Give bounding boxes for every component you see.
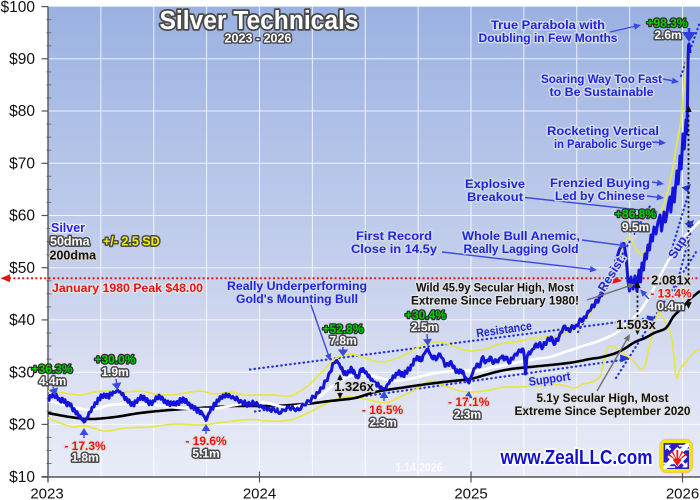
svg-text:2.5m: 2.5m	[411, 320, 438, 334]
svg-text:Frenzied Buying: Frenzied Buying	[550, 176, 650, 190]
svg-text:+98.3%: +98.3%	[646, 16, 687, 30]
svg-text:2024: 2024	[243, 486, 276, 500]
svg-text:2.3m: 2.3m	[454, 407, 481, 421]
svg-text:Really Lagging Gold: Really Lagging Gold	[464, 242, 579, 256]
svg-text:True Parabola with: True Parabola with	[491, 18, 605, 32]
svg-text:Doubling in Few Months: Doubling in Few Months	[479, 31, 618, 45]
svg-text:1.326x: 1.326x	[334, 379, 375, 394]
svg-text:$70: $70	[9, 155, 35, 172]
svg-text:- 17.1%: - 17.1%	[448, 395, 490, 409]
svg-text:- 16.5%: - 16.5%	[362, 403, 404, 417]
svg-text:$100: $100	[1, 0, 36, 16]
svg-text:Close in 14.5y: Close in 14.5y	[351, 242, 437, 256]
svg-text:50dma: 50dma	[50, 235, 91, 249]
svg-text:Really Underperforming: Really Underperforming	[227, 279, 367, 293]
svg-text:$90: $90	[9, 51, 35, 68]
svg-text:First Record: First Record	[356, 229, 432, 243]
svg-text:$20: $20	[9, 417, 35, 434]
svg-text:Silver: Silver	[51, 221, 85, 235]
svg-text:Wild 45.9y Secular High, Most: Wild 45.9y Secular High, Most	[416, 281, 574, 295]
svg-text:Rocketing Vertical: Rocketing Vertical	[547, 124, 659, 138]
svg-text:200dma: 200dma	[50, 249, 98, 263]
svg-text:Whole Bull Anemic,: Whole Bull Anemic,	[462, 229, 580, 243]
svg-text:in Parabolic Surge: in Parabolic Surge	[554, 137, 652, 151]
svg-text:+/- 2.5 SD: +/- 2.5 SD	[103, 235, 160, 249]
svg-text:+30.0%: +30.0%	[94, 353, 135, 367]
svg-text:- 19.6%: - 19.6%	[185, 434, 227, 448]
svg-text:$30: $30	[9, 364, 35, 381]
svg-text:9.5m: 9.5m	[622, 220, 649, 234]
svg-text:Breakout: Breakout	[467, 190, 523, 204]
svg-text:$80: $80	[9, 103, 35, 120]
svg-text:Extreme Since February 1980!: Extreme Since February 1980!	[411, 294, 579, 308]
svg-text:2.6m: 2.6m	[654, 28, 681, 42]
svg-text:4.4m: 4.4m	[39, 374, 66, 388]
svg-text:2.081x: 2.081x	[651, 273, 692, 288]
svg-text:5.1y Secular High, Most: 5.1y Secular High, Most	[537, 391, 669, 405]
svg-text:+30.4%: +30.4%	[405, 308, 446, 322]
svg-text:+36.3%: +36.3%	[31, 362, 72, 376]
svg-text:$40: $40	[9, 312, 35, 329]
svg-text:2026: 2026	[666, 486, 699, 500]
svg-text:January 1980 Peak $48.00: January 1980 Peak $48.00	[52, 281, 203, 295]
svg-text:Led by Chinese: Led by Chinese	[555, 189, 645, 203]
svg-text:1.9m: 1.9m	[101, 365, 128, 379]
svg-text:$60: $60	[9, 208, 35, 225]
svg-text:- 17.3%: - 17.3%	[64, 439, 106, 453]
svg-text:+86.8%: +86.8%	[615, 207, 656, 221]
svg-text:Explosive: Explosive	[465, 177, 525, 191]
svg-text:2023: 2023	[30, 486, 63, 500]
svg-text:0.4m: 0.4m	[657, 299, 684, 313]
svg-text:Gold's Mounting Bull: Gold's Mounting Bull	[236, 292, 358, 306]
svg-text:7.8m: 7.8m	[329, 334, 356, 348]
svg-text:Silver Technicals: Silver Technicals	[160, 7, 359, 35]
svg-text:2023 - 2026: 2023 - 2026	[225, 31, 292, 46]
svg-text:Extreme Since September 2020: Extreme Since September 2020	[515, 404, 691, 418]
svg-text:- 13.4%: - 13.4%	[650, 287, 692, 301]
svg-text:to Be Sustainable: to Be Sustainable	[550, 85, 654, 99]
svg-text:$50: $50	[9, 260, 35, 277]
svg-text:5.1m: 5.1m	[192, 447, 219, 461]
svg-text:2.3m: 2.3m	[369, 416, 396, 430]
svg-text:1.8m: 1.8m	[71, 451, 98, 465]
svg-text:1.503x: 1.503x	[616, 317, 657, 332]
svg-text:2025: 2025	[454, 486, 487, 500]
svg-text:1.14.2026: 1.14.2026	[396, 460, 443, 474]
svg-text:+52.8%: +52.8%	[322, 322, 363, 336]
svg-text:$10: $10	[9, 469, 35, 486]
svg-text:Soaring Way Too Fast: Soaring Way Too Fast	[541, 72, 662, 86]
svg-text:www.ZealLLC.com: www.ZealLLC.com	[500, 446, 653, 469]
